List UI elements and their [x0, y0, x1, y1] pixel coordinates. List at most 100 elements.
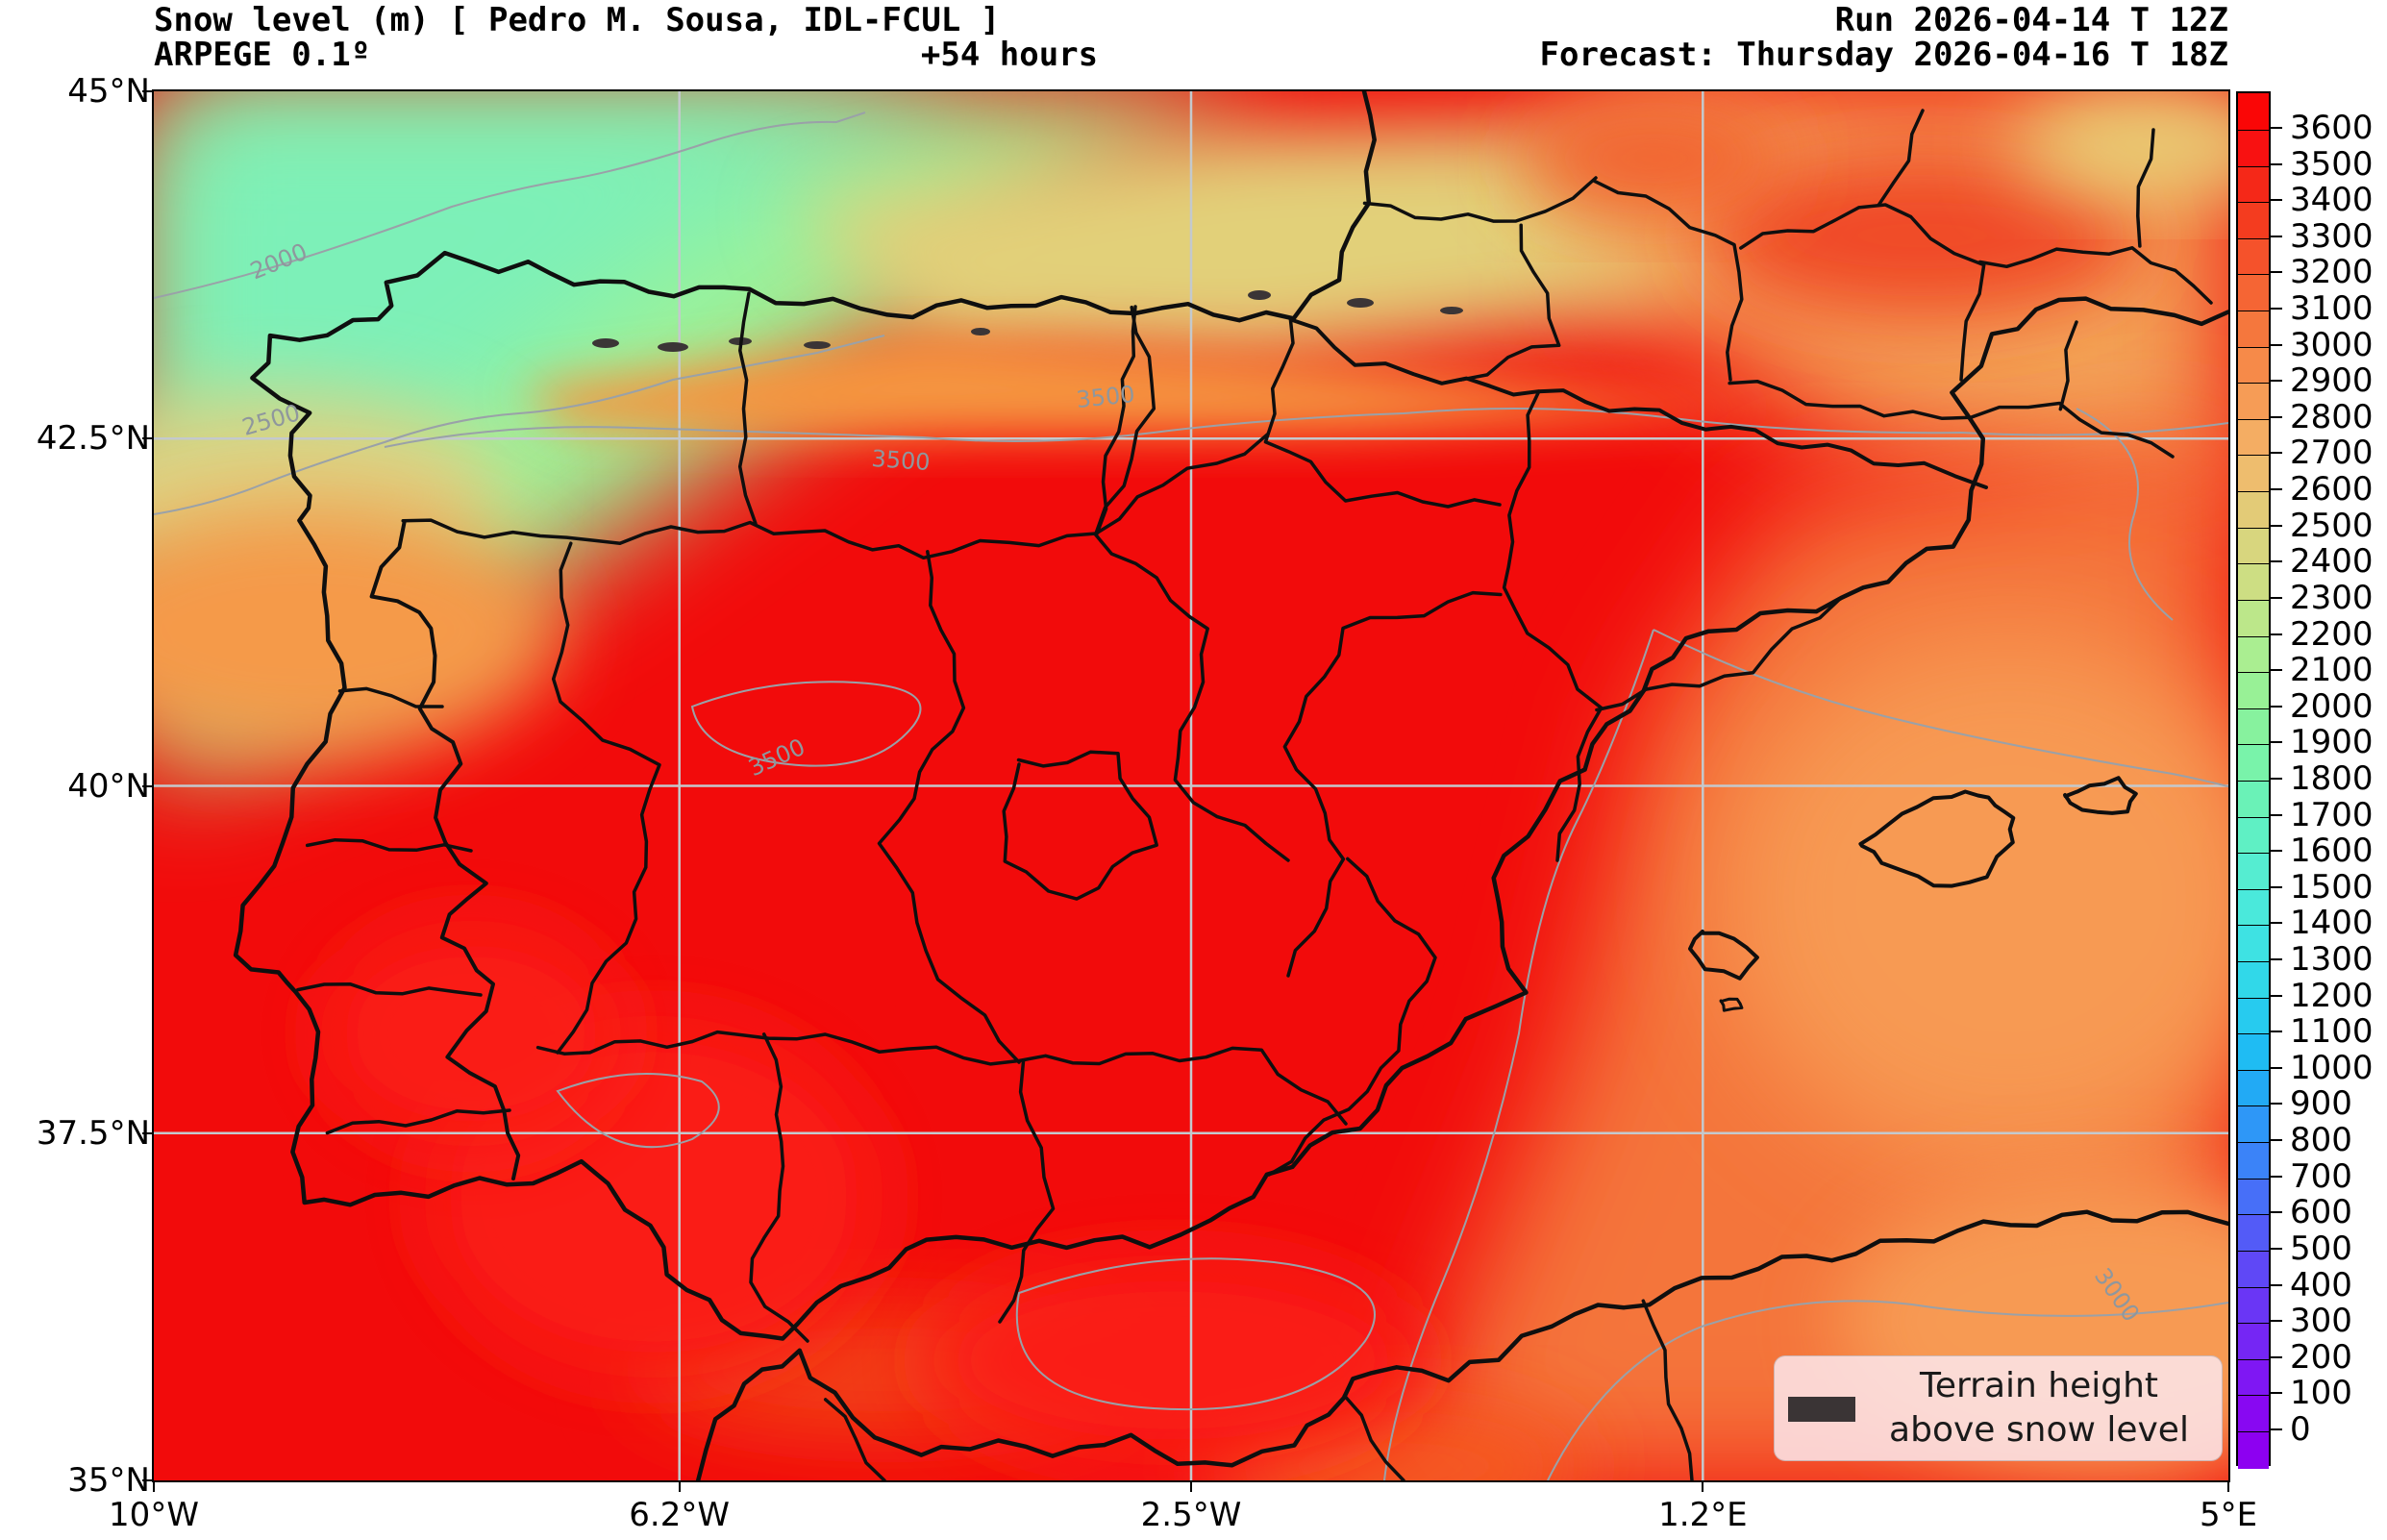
colorbar-band	[2238, 744, 2269, 782]
boundary-line	[877, 550, 1021, 1064]
colorbar-tick-mark	[2271, 524, 2282, 527]
colorbar-band	[2238, 672, 2269, 709]
colorbar	[2236, 91, 2271, 1469]
colorbar-tick-label: 2500	[2290, 506, 2374, 545]
colorbar-band	[2238, 1214, 2269, 1252]
colorbar-tick-label: 1600	[2290, 832, 2374, 871]
colorbar-tick-mark	[2271, 1247, 2282, 1250]
colorbar-tick-label: 1800	[2290, 758, 2374, 798]
colorbar-band	[2238, 708, 2269, 746]
boundary-line	[305, 837, 473, 853]
colorbar-tick-label: 1900	[2290, 723, 2374, 762]
boundary-line	[1094, 433, 1270, 535]
lat-tick-mark	[142, 1479, 154, 1481]
colorbar-tick-label: 1000	[2290, 1048, 2374, 1087]
colorbar-band	[2238, 563, 2269, 601]
colorbar-tick-mark	[2271, 235, 2282, 237]
boundary-line	[1728, 379, 2175, 459]
colorbar-tick-mark	[2271, 127, 2282, 129]
colorbar-tick-label: 2800	[2290, 397, 2374, 436]
colorbar-band	[2238, 130, 2269, 167]
boundary-line	[2058, 320, 2078, 411]
boundary-line	[1719, 997, 1744, 1012]
colorbar-tick-label: 1100	[2290, 1012, 2374, 1052]
boundary-line	[2063, 776, 2138, 815]
colorbar-tick-mark	[2271, 922, 2282, 925]
model-label: ARPEGE 0.1º	[154, 36, 371, 74]
colorbar-band	[2238, 635, 2269, 674]
colorbar-tick-mark	[2271, 1139, 2282, 1142]
admin-boundaries	[233, 91, 2228, 1480]
colorbar-tick-mark	[2271, 199, 2282, 202]
colorbar-tick-mark	[2271, 958, 2282, 961]
boundary-line	[1282, 590, 1503, 978]
lat-tick-mark	[142, 90, 154, 92]
colorbar-tick-mark	[2271, 415, 2282, 418]
colorbar-tick-label: 100	[2290, 1374, 2352, 1413]
colorbar-tick-label: 900	[2290, 1084, 2352, 1124]
colorbar-tick-mark	[2271, 1320, 2282, 1323]
colorbar-tick-label: 700	[2290, 1156, 2352, 1196]
field-shading	[154, 91, 2228, 1480]
boundary-line	[1641, 1299, 1694, 1480]
colorbar-tick-label: 2300	[2290, 578, 2374, 617]
colorbar-tick-mark	[2271, 1103, 2282, 1105]
boundary-line	[737, 291, 758, 526]
lat-tick-label: 37.5°N	[36, 1113, 150, 1153]
lon-tick-mark	[1190, 1480, 1192, 1492]
colorbar-tick-label: 2700	[2290, 434, 2374, 473]
colorbar-band	[2238, 1250, 2269, 1288]
colorbar-tick-label: 3000	[2290, 325, 2374, 364]
colorbar-tick-mark	[2271, 488, 2282, 491]
boundary-line	[1977, 246, 2213, 305]
graticule	[154, 91, 2228, 1480]
colorbar-tick-mark	[2271, 705, 2282, 708]
colorbar-tick-label: 2600	[2290, 470, 2374, 509]
run-label: Run 2026-04-14 T 12Z	[1834, 1, 2228, 39]
boundary-line	[1288, 317, 1988, 489]
map-area: 2000 2500 3500 3500 3500 3000 Terrain height …	[152, 89, 2230, 1482]
colorbar-tick-label: 400	[2290, 1265, 2352, 1304]
colorbar-tick-label: 800	[2290, 1121, 2352, 1160]
colorbar-tick-label: 0	[2290, 1409, 2311, 1449]
colorbar-band	[2238, 418, 2269, 457]
boundary-line	[2136, 128, 2155, 248]
boundary-line	[1592, 179, 1744, 382]
colorbar-tick-mark	[2271, 994, 2282, 997]
boundary-line	[1094, 305, 1156, 535]
colorbar-band	[2238, 93, 2269, 131]
boundary-line	[369, 520, 521, 1180]
colorbar-tick-mark	[2271, 777, 2282, 780]
lon-tick-label: 6.2°W	[629, 1496, 730, 1534]
colorbar-band	[2238, 599, 2269, 637]
colorbar-tick-label: 3400	[2290, 181, 2374, 220]
colorbar-band	[2238, 961, 2269, 999]
colorbar-band	[2238, 1178, 2269, 1216]
lon-tick-mark	[1702, 1480, 1704, 1492]
colorbar-tick-label: 2200	[2290, 614, 2374, 654]
colorbar-tick-mark	[2271, 1392, 2282, 1395]
lon-tick-mark	[678, 1480, 681, 1492]
colorbar-tick-label: 300	[2290, 1302, 2352, 1341]
colorbar-tick-mark	[2271, 1031, 2282, 1033]
lon-tick-mark	[2227, 1480, 2229, 1492]
colorbar-band	[2238, 165, 2269, 204]
boundary-line	[1267, 857, 1437, 1177]
colorbar-tick-mark	[2271, 1283, 2282, 1286]
colorbar-tick-mark	[2271, 452, 2282, 455]
colorbar-band	[2238, 310, 2269, 348]
contour-label: 3500	[870, 444, 932, 477]
colorbar-band	[2238, 491, 2269, 529]
boundary-line	[551, 541, 661, 1055]
lat-tick-mark	[142, 784, 154, 787]
colorbar-tick-label: 2400	[2290, 542, 2374, 582]
colorbar-tick-mark	[2271, 850, 2282, 853]
boundary-line	[296, 982, 483, 997]
colorbar-tick-label: 3600	[2290, 109, 2374, 147]
lead-time-label: +54 hours	[920, 36, 1099, 74]
lon-tick-label: 2.5°W	[1140, 1496, 1242, 1534]
colorbar-tick-label: 3200	[2290, 253, 2374, 292]
boundary-line	[1002, 750, 1158, 901]
boundary-line	[401, 518, 1098, 560]
lat-tick-label: 35°N	[67, 1461, 150, 1500]
